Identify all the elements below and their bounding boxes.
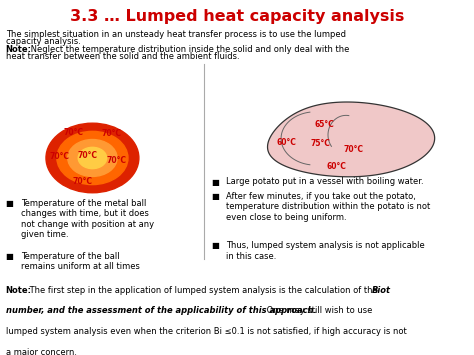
Text: Thus, lumped system analysis is not applicable
in this case.: Thus, lumped system analysis is not appl… [226, 241, 425, 261]
Text: 75°C: 75°C [310, 139, 330, 148]
Text: 70°C: 70°C [49, 152, 69, 162]
Text: 70°C: 70°C [106, 156, 126, 165]
Polygon shape [267, 102, 435, 177]
Text: 70°C: 70°C [64, 127, 83, 137]
Text: 70°C: 70°C [101, 129, 121, 138]
Text: Temperature of the ball
remains uniform at all times: Temperature of the ball remains uniform … [21, 252, 140, 272]
Text: Large potato put in a vessel with boiling water.: Large potato put in a vessel with boilin… [226, 178, 424, 186]
Text: After few minutes, if you take out the potato,
temperature distribution within t: After few minutes, if you take out the p… [226, 192, 430, 222]
Text: ■: ■ [211, 192, 219, 201]
Text: lumped system analysis even when the criterion Bi ≤0.1 is not satisfied, if high: lumped system analysis even when the cri… [6, 327, 406, 336]
Circle shape [78, 147, 107, 169]
Text: 65°C: 65°C [315, 120, 335, 130]
Text: The first step in the application of lumped system analysis is the calculation o: The first step in the application of lum… [27, 286, 381, 295]
Circle shape [57, 131, 128, 185]
Text: Note:: Note: [6, 45, 32, 54]
Text: ■: ■ [211, 241, 219, 250]
Text: heat transfer between the solid and the ambient fluids.: heat transfer between the solid and the … [6, 52, 239, 61]
Text: number, and the assessment of the applicability of this approach.: number, and the assessment of the applic… [6, 306, 317, 315]
Text: The simplest situation in an unsteady heat transfer process is to use the lumped: The simplest situation in an unsteady he… [6, 30, 346, 39]
Text: Note:: Note: [6, 286, 32, 295]
Text: 70°C: 70°C [78, 151, 98, 160]
Text: capacity analysis.: capacity analysis. [6, 37, 81, 46]
Text: Neglect the temperature distribution inside the solid and only deal with the: Neglect the temperature distribution ins… [28, 45, 349, 54]
Text: ■: ■ [6, 252, 14, 261]
Text: ■: ■ [6, 199, 14, 208]
Text: Temperature of the metal ball
changes with time, but it does
not change with pos: Temperature of the metal ball changes wi… [21, 199, 154, 239]
Text: 70°C: 70°C [343, 145, 363, 154]
Text: 3.3 … Lumped heat capacity analysis: 3.3 … Lumped heat capacity analysis [70, 9, 404, 24]
Text: 70°C: 70°C [73, 177, 93, 186]
Text: a major concern.: a major concern. [6, 348, 77, 355]
Text: ■: ■ [211, 178, 219, 186]
Text: One may still wish to use: One may still wish to use [264, 306, 373, 315]
Text: Biot: Biot [372, 286, 391, 295]
Text: 60°C: 60°C [327, 162, 346, 171]
Circle shape [46, 123, 139, 193]
Circle shape [68, 140, 117, 176]
Text: 60°C: 60°C [277, 138, 297, 147]
